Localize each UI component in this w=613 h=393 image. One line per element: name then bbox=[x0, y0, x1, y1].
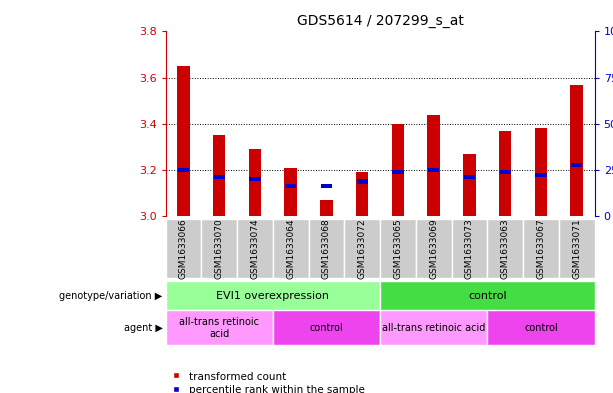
Text: genotype/variation ▶: genotype/variation ▶ bbox=[59, 291, 162, 301]
Text: GSM1633064: GSM1633064 bbox=[286, 219, 295, 279]
Bar bbox=[380, 310, 487, 345]
Bar bbox=[273, 219, 308, 278]
Bar bbox=[166, 310, 273, 345]
Bar bbox=[571, 84, 583, 216]
Text: control: control bbox=[524, 323, 558, 333]
Bar bbox=[213, 175, 225, 179]
Bar bbox=[249, 177, 261, 181]
Bar bbox=[357, 180, 368, 184]
Text: GSM1633071: GSM1633071 bbox=[572, 219, 581, 279]
Bar bbox=[213, 135, 226, 216]
Text: GSM1633066: GSM1633066 bbox=[179, 219, 188, 279]
Bar bbox=[463, 154, 476, 216]
Bar bbox=[320, 200, 333, 216]
Text: GSM1633070: GSM1633070 bbox=[215, 219, 224, 279]
Bar bbox=[571, 163, 582, 167]
Bar bbox=[535, 129, 547, 216]
Legend: transformed count, percentile rank within the sample: transformed count, percentile rank withi… bbox=[170, 371, 365, 393]
Bar bbox=[249, 149, 261, 216]
Bar bbox=[201, 219, 237, 278]
Bar bbox=[380, 219, 416, 278]
Bar bbox=[356, 172, 368, 216]
Bar bbox=[273, 310, 380, 345]
Bar bbox=[487, 219, 523, 278]
Text: GSM1633069: GSM1633069 bbox=[429, 219, 438, 279]
Text: GSM1633067: GSM1633067 bbox=[536, 219, 546, 279]
Text: GSM1633065: GSM1633065 bbox=[394, 219, 403, 279]
Text: all-trans retinoic acid: all-trans retinoic acid bbox=[382, 323, 485, 333]
Bar bbox=[177, 66, 189, 216]
Text: control: control bbox=[310, 323, 343, 333]
Bar bbox=[178, 168, 189, 172]
Text: control: control bbox=[468, 291, 507, 301]
Bar bbox=[166, 219, 201, 278]
Text: GSM1633068: GSM1633068 bbox=[322, 219, 331, 279]
Bar bbox=[427, 115, 440, 216]
Text: GSM1633063: GSM1633063 bbox=[501, 219, 510, 279]
Bar bbox=[321, 184, 332, 188]
Bar bbox=[535, 173, 547, 177]
Bar bbox=[284, 168, 297, 216]
Bar bbox=[523, 219, 559, 278]
Bar bbox=[237, 219, 273, 278]
Bar bbox=[416, 219, 452, 278]
Bar bbox=[285, 184, 296, 188]
Bar bbox=[345, 219, 380, 278]
Text: all-trans retinoic
acid: all-trans retinoic acid bbox=[179, 317, 259, 338]
Bar bbox=[428, 168, 440, 172]
Text: GSM1633073: GSM1633073 bbox=[465, 219, 474, 279]
Bar bbox=[166, 281, 380, 310]
Bar bbox=[500, 170, 511, 174]
Text: EVI1 overexpression: EVI1 overexpression bbox=[216, 291, 329, 301]
Text: agent ▶: agent ▶ bbox=[124, 323, 162, 333]
Title: GDS5614 / 207299_s_at: GDS5614 / 207299_s_at bbox=[297, 14, 463, 28]
Bar bbox=[487, 310, 595, 345]
Bar bbox=[452, 219, 487, 278]
Bar bbox=[392, 124, 404, 216]
Bar bbox=[380, 281, 595, 310]
Bar bbox=[464, 175, 475, 179]
Bar bbox=[499, 131, 511, 216]
Text: GSM1633072: GSM1633072 bbox=[357, 219, 367, 279]
Bar bbox=[559, 219, 595, 278]
Bar bbox=[308, 219, 345, 278]
Text: GSM1633074: GSM1633074 bbox=[250, 219, 259, 279]
Bar bbox=[392, 170, 403, 174]
